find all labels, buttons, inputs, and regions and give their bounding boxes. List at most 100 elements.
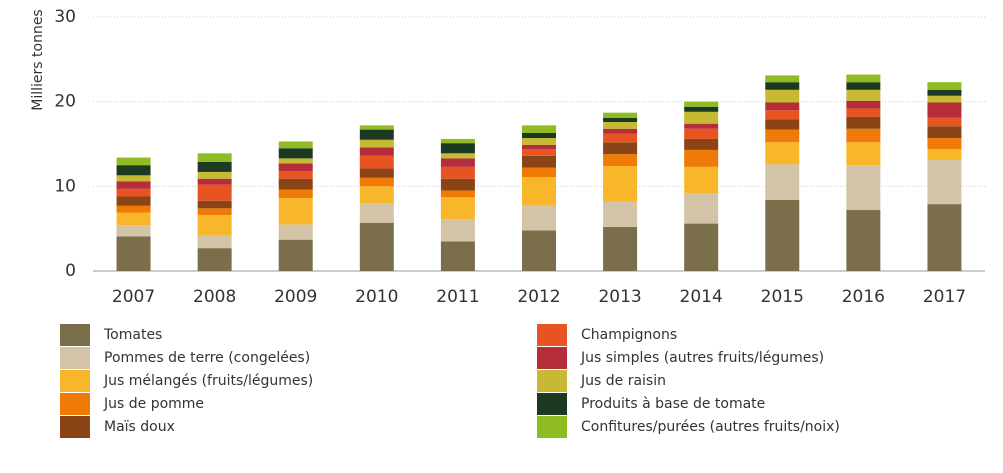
bar-segment (197, 248, 232, 271)
bar-segment (440, 178, 475, 191)
bar-segment (359, 186, 394, 204)
y-tick-label: 30 (54, 7, 76, 27)
legend-label: Jus simples (autres fruits/légumes) (580, 350, 824, 366)
bar-segment (927, 89, 962, 96)
legend-label: Champignons (581, 327, 677, 343)
bar-segment (278, 148, 313, 159)
bar-segment (116, 157, 151, 166)
x-tick-label: 2010 (355, 287, 398, 307)
bar-segment (927, 82, 962, 90)
bar-segment (603, 154, 638, 167)
bar-segment (927, 204, 962, 271)
bar-segment (765, 164, 800, 200)
x-tick-label: 2013 (598, 287, 641, 307)
bar-segment (522, 138, 556, 145)
bar-segment (684, 106, 719, 112)
x-tick-label: 2015 (761, 287, 804, 307)
bar-segment (846, 100, 881, 109)
bar-segment (846, 128, 881, 143)
bar-segment (522, 125, 556, 133)
bar-segment (603, 121, 638, 129)
legend-swatch (60, 416, 90, 438)
bar-segment (684, 101, 719, 107)
bar-segment (440, 143, 475, 154)
bar-segment (765, 142, 800, 165)
legend-label: Jus de pomme (103, 396, 204, 412)
bar-segment (359, 222, 394, 271)
bar-segment (927, 102, 962, 118)
bar-segment (846, 74, 881, 83)
bar-segment (603, 142, 638, 155)
bar-segment (927, 138, 962, 150)
bar-segment (684, 111, 719, 124)
legend-swatch (537, 393, 567, 415)
legend-swatch (537, 416, 567, 438)
bar-segment (846, 210, 881, 271)
bar-segment (846, 142, 881, 166)
x-tick-label: 2017 (923, 287, 966, 307)
bar-segment (603, 201, 638, 227)
bar-segment (116, 175, 151, 182)
bar-segment (197, 171, 232, 179)
bar-segment (765, 129, 800, 143)
bar-segment (684, 193, 719, 224)
x-tick-label: 2014 (680, 287, 723, 307)
bar-segment (359, 125, 394, 130)
legend-label: Jus de raisin (580, 373, 666, 389)
bar-segment (440, 190, 475, 198)
bar-segment (846, 165, 881, 211)
bar-segment (359, 147, 394, 156)
bar-segment (440, 197, 475, 220)
bar-segment (846, 108, 881, 117)
x-tick-label: 2008 (193, 287, 236, 307)
bar-segment (116, 212, 151, 226)
bar-segment (440, 166, 475, 179)
bar-segment (684, 149, 719, 167)
legend-label: Produits à base de tomate (581, 396, 765, 412)
legend-label: Confitures/purées (autres fruits/noix) (581, 419, 840, 435)
bar-segment (197, 200, 232, 209)
bar-segment (278, 189, 313, 199)
bar-segment (522, 167, 556, 178)
x-tick-label: 2016 (842, 287, 885, 307)
bar-segment (359, 129, 394, 140)
bar-segment (522, 144, 556, 150)
bar-segment (927, 149, 962, 161)
bar-segment (359, 203, 394, 223)
bar-segment (116, 188, 151, 197)
bar-segment (522, 155, 556, 168)
bar-segment (765, 102, 800, 111)
bar-segment (116, 225, 151, 237)
bar-segment (522, 204, 556, 231)
bar-segment (440, 153, 475, 159)
bar-segment (927, 95, 962, 103)
bar-segment (440, 158, 475, 167)
bar-segment (116, 205, 151, 213)
bar-segment (278, 141, 313, 149)
bar-segment (684, 123, 719, 129)
bar-segment (846, 82, 881, 90)
bar-segment (765, 110, 800, 120)
bar-segment (765, 75, 800, 83)
bar-segment (522, 132, 556, 139)
bar-segment (197, 178, 232, 185)
y-tick-label: 10 (54, 176, 76, 196)
bar-segment (603, 166, 638, 202)
legend-swatch (60, 324, 90, 346)
y-axis-label: Milliers tonnes (30, 9, 46, 110)
bar-segment (278, 171, 313, 179)
bar-segment (603, 133, 638, 143)
bar-segment (440, 241, 475, 271)
bar-segment (116, 165, 151, 176)
bar-segment (603, 112, 638, 118)
bar-segment (765, 89, 800, 103)
bar-segment (359, 177, 394, 187)
bar-segment (684, 223, 719, 271)
bar-segment (197, 153, 232, 162)
bar-segment (197, 235, 232, 249)
bar-segment (116, 181, 151, 189)
y-tick-label: 0 (65, 261, 76, 281)
legend-label: Maïs doux (104, 419, 175, 435)
bar-segment (684, 166, 719, 194)
legend-label: Pommes de terre (congelées) (104, 350, 310, 366)
